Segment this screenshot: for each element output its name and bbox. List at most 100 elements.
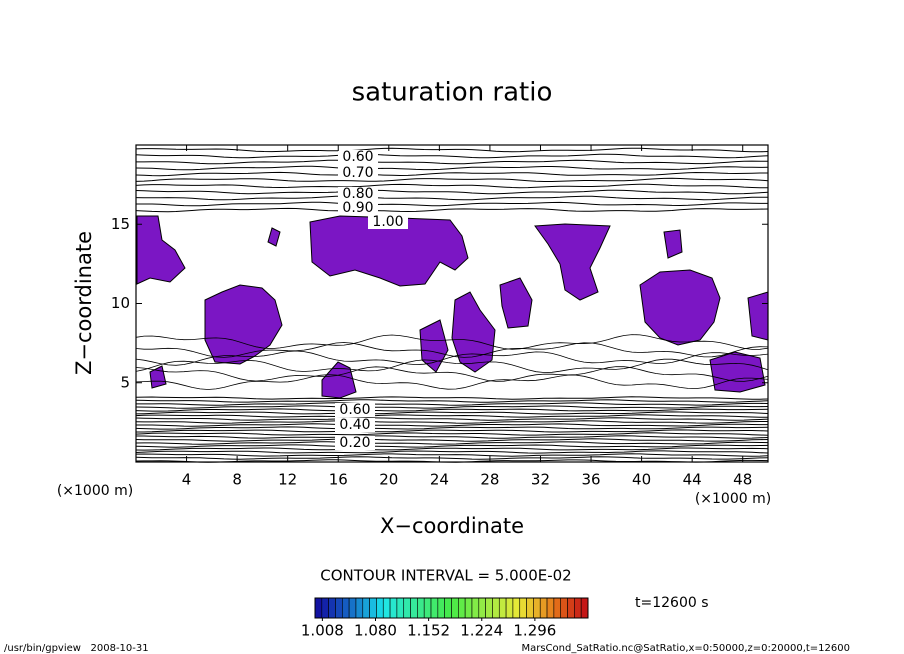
contour-line (135, 366, 769, 382)
colorbar-cell (321, 597, 329, 619)
colorbar-cell (574, 597, 582, 619)
colorbar-cell (546, 597, 555, 619)
x-tick-label: 4 (182, 471, 192, 489)
colorbar-cell (348, 597, 357, 619)
saturated-region (204, 284, 283, 365)
colorbar-cell (553, 597, 561, 619)
x-tick-label: 28 (480, 471, 499, 489)
saturated-region (451, 291, 496, 373)
contour-line (135, 438, 769, 442)
contour-label: 0.60 (339, 402, 370, 418)
contour-label: 0.80 (342, 186, 373, 202)
contour-line (135, 408, 769, 412)
contour-line (135, 334, 769, 350)
colorbar-cell (417, 597, 425, 619)
contour-line (135, 207, 769, 213)
x-tick-label: 32 (531, 471, 550, 489)
y-axis-label: Z−coordinate (72, 231, 96, 375)
saturated-region (747, 291, 769, 341)
contour-line (136, 423, 768, 427)
contour-line (135, 456, 769, 460)
colorbar-cell (328, 597, 336, 619)
contour-line (135, 183, 768, 189)
contour-line (135, 414, 768, 418)
contour-line (135, 171, 768, 177)
saturated-region (267, 227, 281, 247)
contour-label-bg (335, 436, 375, 450)
x-unit: (×1000 m) (695, 491, 771, 507)
contour-line (135, 358, 769, 373)
colorbar-cell (560, 597, 568, 619)
colorbar-cell (485, 597, 493, 619)
contour-label: 1.00 (372, 214, 403, 230)
colorbar-tick-label: 1.224 (460, 622, 503, 640)
contour-line (135, 441, 769, 445)
contour-line (135, 411, 769, 415)
contour-line (135, 417, 769, 421)
colorbar-cell (314, 597, 323, 619)
contour-line (135, 374, 769, 390)
contour-label: 0.70 (342, 165, 373, 181)
colorbar-cell (464, 597, 473, 619)
contour-line (136, 435, 769, 439)
contour-label-bg (335, 418, 375, 432)
colorbar-cell (533, 597, 541, 619)
plot-area: 0.600.700.800.901.000.600.400.20 (135, 147, 769, 463)
y-tick-label: 5 (120, 373, 130, 391)
contour-label-bg (338, 201, 378, 215)
contour-line (136, 402, 769, 406)
saturated-region (149, 365, 167, 389)
contour-line (135, 405, 769, 409)
colorbar-cell (478, 597, 486, 619)
contour-label-bg (338, 150, 378, 164)
colorbar-cell (423, 597, 432, 619)
y-tick-label: 15 (111, 215, 130, 233)
saturated-region (321, 361, 357, 399)
colorbar-cell (458, 597, 466, 619)
contour-line (135, 396, 769, 400)
saturated-region (499, 277, 533, 329)
x-tick-label: 24 (430, 471, 449, 489)
colorbar-cell (396, 597, 405, 619)
contour-line (135, 420, 768, 424)
saturated-region (309, 215, 469, 287)
x-tick-label: 16 (329, 471, 348, 489)
colorbar-cell (355, 597, 364, 619)
colorbar-cell (403, 597, 411, 619)
x-tick-label: 48 (733, 471, 752, 489)
colorbar-cell (376, 597, 384, 619)
contour-label-bg (368, 215, 408, 229)
x-tick-label: 44 (683, 471, 702, 489)
contour-line (136, 159, 769, 165)
colorbar-cell (335, 597, 343, 619)
contour-line (135, 342, 769, 358)
footer-right: MarsCond_SatRatio.nc@SatRatio,x=0:50000,… (521, 643, 850, 654)
colorbar-cell (471, 597, 480, 619)
colorbar-cell (512, 597, 521, 619)
y-tick-label: 10 (111, 294, 130, 312)
contour-line (135, 195, 769, 201)
colorbar-cell (369, 597, 377, 619)
colorbar-cell (505, 597, 514, 619)
colorbar-cell (539, 597, 548, 619)
colorbar-tick-label: 1.080 (354, 622, 397, 640)
contour-line (135, 450, 769, 454)
contour-line (135, 165, 769, 171)
contour-line (135, 177, 769, 182)
colorbar-cell (451, 597, 459, 619)
colorbar-cell (444, 597, 452, 619)
x-tick-label: 20 (379, 471, 398, 489)
colorbar-cell (567, 597, 575, 619)
contour-line (135, 444, 769, 448)
contour-label: 0.40 (339, 417, 370, 433)
colorbar-cell (430, 597, 439, 619)
x-tick-label: 8 (232, 471, 242, 489)
saturated-region (663, 229, 683, 259)
chart-title: saturation ratio (352, 78, 553, 108)
colorbar-frame (314, 597, 589, 619)
colorbar-cell (498, 597, 507, 619)
contour-line (135, 189, 769, 195)
x-tick-label: 12 (278, 471, 297, 489)
colorbar-tick-label: 1.152 (407, 622, 450, 640)
